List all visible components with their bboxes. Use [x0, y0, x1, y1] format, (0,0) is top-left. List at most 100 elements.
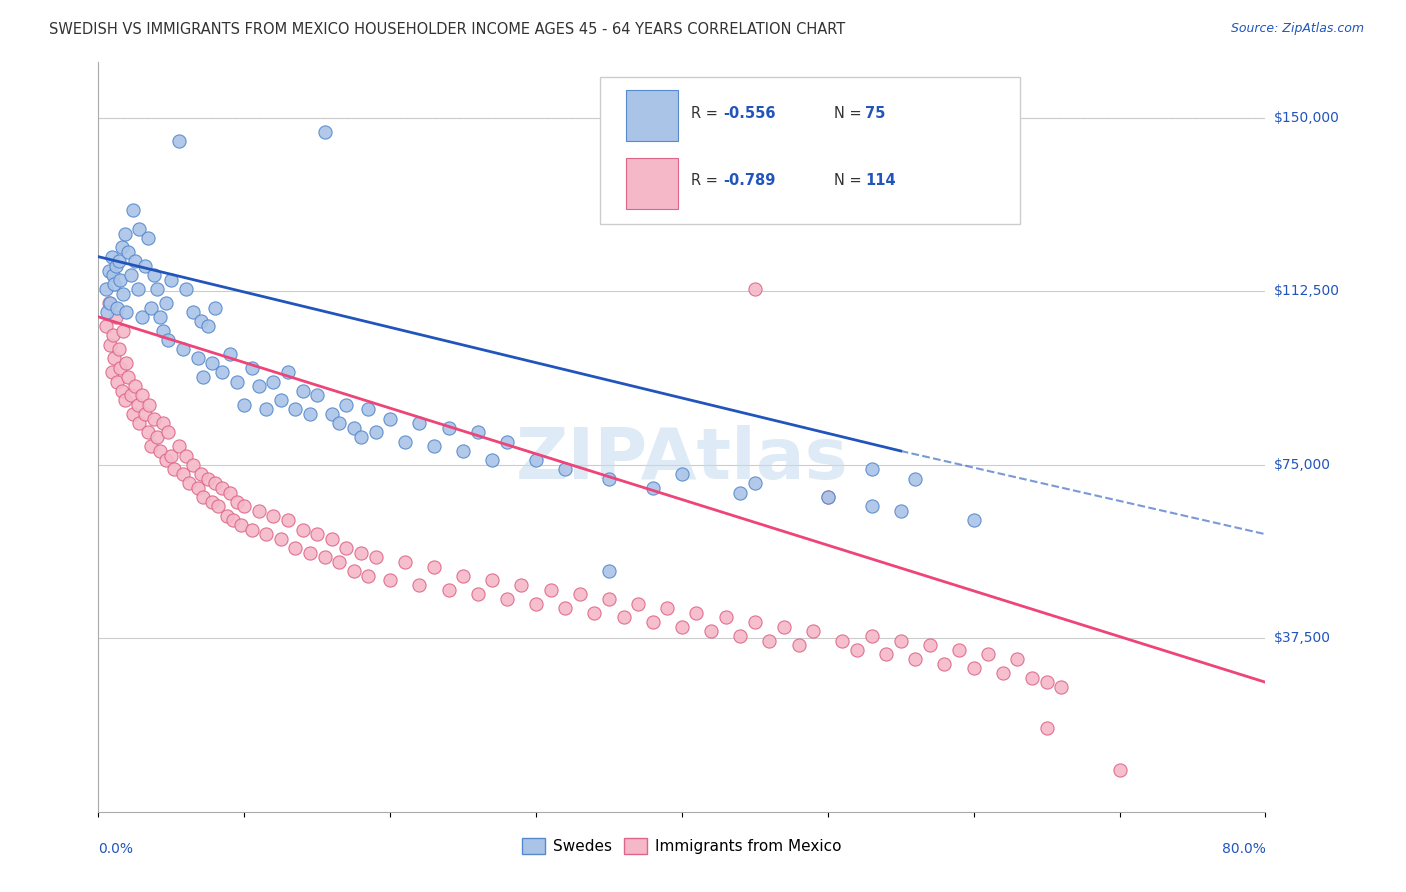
Point — [207, 500, 229, 514]
Point — [117, 245, 139, 260]
Point — [233, 500, 256, 514]
Point — [197, 472, 219, 486]
Point — [730, 629, 752, 643]
Point — [335, 398, 357, 412]
Point — [142, 411, 165, 425]
Point — [540, 582, 562, 597]
Point — [860, 629, 883, 643]
Point — [127, 282, 149, 296]
Point — [134, 259, 156, 273]
Point — [343, 421, 366, 435]
Point — [146, 282, 169, 296]
Text: R =: R = — [692, 106, 723, 121]
Point — [328, 555, 350, 569]
Point — [277, 513, 299, 527]
Point — [451, 444, 474, 458]
Point — [139, 301, 162, 315]
Point — [128, 222, 150, 236]
Point — [1050, 680, 1073, 694]
Point — [314, 550, 336, 565]
Point — [875, 648, 897, 662]
Point — [134, 407, 156, 421]
Point — [817, 490, 839, 504]
Text: $150,000: $150,000 — [1274, 111, 1340, 125]
Point — [948, 643, 970, 657]
Legend: Swedes, Immigrants from Mexico: Swedes, Immigrants from Mexico — [516, 832, 848, 860]
Point — [114, 227, 136, 241]
Point — [364, 550, 387, 565]
Point — [321, 407, 343, 421]
Text: $112,500: $112,500 — [1274, 285, 1340, 299]
Point — [1007, 652, 1029, 666]
Point — [124, 254, 146, 268]
Point — [103, 277, 125, 292]
Point — [172, 342, 194, 356]
Point — [98, 296, 121, 310]
Point — [568, 587, 591, 601]
Text: -0.556: -0.556 — [723, 106, 775, 121]
Point — [904, 472, 927, 486]
Point — [204, 476, 226, 491]
Point — [167, 439, 190, 453]
Point — [108, 342, 131, 356]
FancyBboxPatch shape — [626, 90, 679, 141]
Point — [934, 657, 956, 671]
Point — [167, 134, 190, 148]
Point — [991, 665, 1014, 680]
Point — [380, 574, 402, 588]
Point — [284, 402, 307, 417]
Point — [115, 305, 138, 319]
Point — [110, 360, 132, 375]
Point — [136, 425, 159, 440]
Point — [105, 375, 128, 389]
Point — [226, 495, 249, 509]
Point — [860, 462, 883, 476]
Point — [120, 268, 142, 283]
Point — [801, 624, 824, 639]
Point — [163, 462, 186, 476]
Point — [262, 508, 284, 523]
Point — [451, 569, 474, 583]
Point — [231, 518, 253, 533]
Point — [904, 652, 927, 666]
Text: -0.789: -0.789 — [723, 173, 775, 188]
Point — [467, 425, 489, 440]
Point — [201, 495, 224, 509]
Point — [94, 282, 117, 296]
Point — [103, 351, 125, 366]
Point — [110, 273, 132, 287]
Point — [221, 513, 243, 527]
Point — [773, 620, 796, 634]
Point — [247, 379, 270, 393]
Point — [152, 416, 174, 430]
Point — [744, 282, 766, 296]
Point — [496, 591, 519, 606]
Text: 114: 114 — [865, 173, 896, 188]
Point — [1035, 722, 1057, 736]
Point — [583, 606, 606, 620]
Point — [204, 301, 226, 315]
Point — [142, 268, 165, 283]
Point — [423, 559, 446, 574]
Point — [187, 481, 209, 495]
Point — [437, 582, 460, 597]
Point — [240, 523, 263, 537]
Point — [193, 490, 215, 504]
Text: R =: R = — [692, 173, 723, 188]
Point — [1108, 763, 1130, 777]
Point — [131, 388, 153, 402]
Point — [155, 453, 177, 467]
Point — [787, 638, 810, 652]
Point — [744, 476, 766, 491]
Point — [730, 485, 752, 500]
Text: 80.0%: 80.0% — [1222, 842, 1265, 855]
Point — [307, 388, 329, 402]
Point — [122, 407, 145, 421]
Point — [190, 467, 212, 481]
Point — [115, 356, 138, 370]
Point — [962, 661, 984, 675]
Point — [671, 620, 693, 634]
Point — [240, 360, 263, 375]
Point — [291, 384, 314, 398]
Point — [890, 633, 912, 648]
